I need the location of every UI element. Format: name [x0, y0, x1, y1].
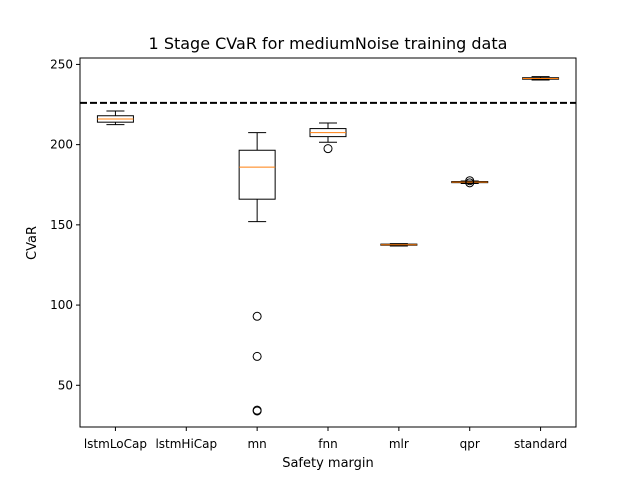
box-iqr: [238, 149, 276, 200]
box-outlier: [323, 144, 333, 154]
x-axis-label: Safety margin: [282, 456, 374, 471]
x-tick-label: lstmLoCap: [84, 437, 147, 451]
box-qpr: [451, 176, 489, 188]
x-tick-label: standard: [514, 437, 567, 451]
box-outlier: [252, 311, 262, 321]
box-standard: [522, 76, 560, 81]
box-outlier: [252, 406, 262, 416]
box-mn: [238, 132, 276, 416]
box-lstmLoCap: [96, 110, 134, 126]
y-axis: 50 100 150 200 250: [50, 57, 80, 392]
y-tick-label: 150: [50, 218, 73, 232]
box-outlier: [465, 178, 475, 188]
box-mlr: [380, 243, 418, 247]
x-tick-label: qpr: [460, 437, 480, 451]
y-tick-label: 100: [50, 298, 73, 312]
plot-area: [79, 57, 577, 428]
y-tick-label: 250: [50, 57, 73, 71]
x-tick-label: mn: [247, 437, 266, 451]
x-tick-label: lstmHiCap: [155, 437, 217, 451]
box-outlier: [252, 351, 262, 361]
chart-marks: [80, 76, 576, 416]
box-fnn: [309, 122, 347, 154]
chart-title: 1 Stage CVaR for mediumNoise training da…: [149, 34, 508, 53]
y-tick-label: 50: [58, 378, 73, 392]
x-tick-label: mlr: [389, 437, 409, 451]
x-axis: lstmLoCap lstmHiCap mn fnn mlr qpr standard: [84, 427, 567, 451]
y-tick-label: 200: [50, 138, 73, 152]
x-tick-label: fnn: [318, 437, 337, 451]
box-outlier: [465, 176, 475, 186]
y-axis-label: CVaR: [25, 226, 40, 260]
